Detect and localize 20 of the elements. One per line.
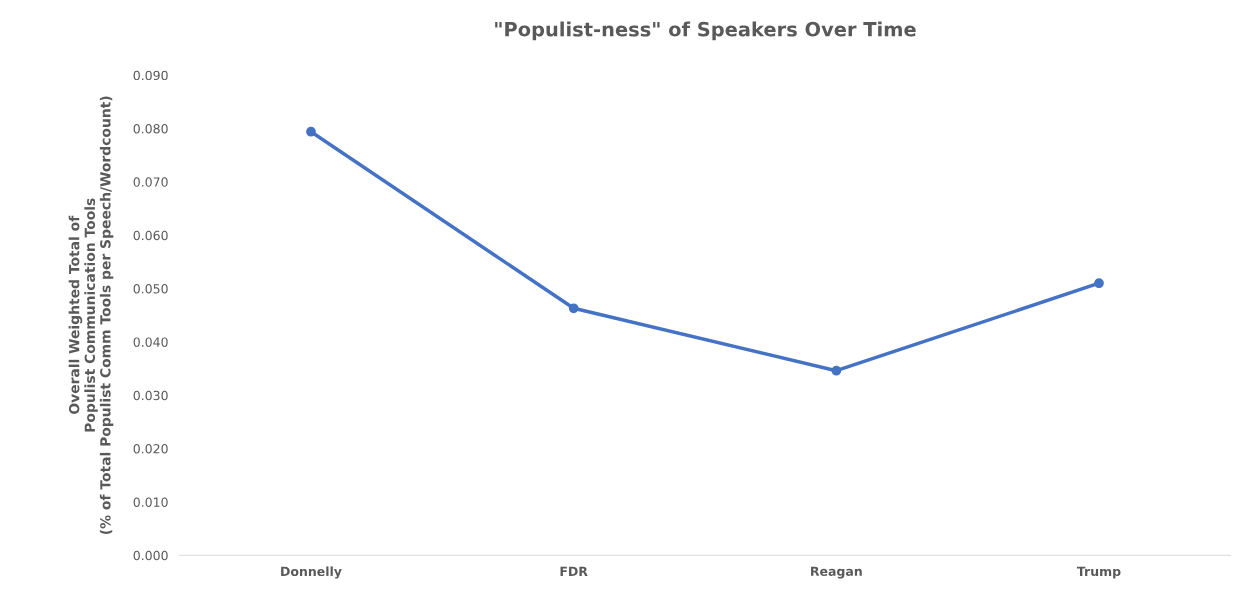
- y-tick-label: 0.060: [133, 230, 168, 241]
- y-tick-label: 0.020: [133, 444, 168, 454]
- chart-title: "Populist-ness" of Speakers Over Time: [495, 21, 916, 41]
- x-tick-label: Donnelly: [281, 566, 342, 579]
- y-tick-label: 0.010: [133, 497, 168, 507]
- y-tick-label: 0.070: [133, 177, 168, 187]
- y-tick-label: 0.090: [133, 70, 168, 81]
- y-tick-label: 0.000: [133, 550, 168, 561]
- point: [306, 126, 316, 137]
- y-tick-label: 0.040: [133, 337, 168, 347]
- y-tick-label: 0.030: [133, 390, 168, 401]
- y-axis-title: Overall Weighted Total of Populist Communication Tools (% of Total Populist Comm Tools per Speech/Wordcount): [68, 96, 114, 535]
- x-tick-label: Reagan: [811, 566, 862, 579]
- point: [831, 365, 842, 376]
- x-tick-label: Trump: [1076, 566, 1121, 579]
- point: [568, 303, 579, 314]
- x-tick-label: FDR: [560, 566, 588, 576]
- point: [1094, 278, 1104, 289]
- y-tick-label: 0.080: [133, 124, 168, 134]
- y-tick-label: 0.050: [133, 284, 168, 294]
